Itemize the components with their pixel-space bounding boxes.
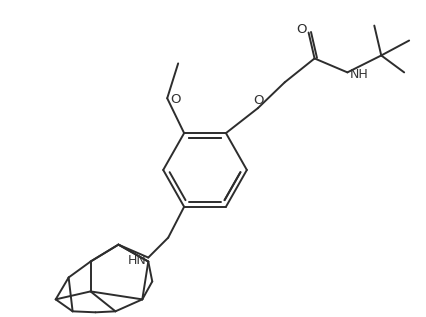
Text: O: O xyxy=(253,94,263,107)
Text: O: O xyxy=(170,93,180,106)
Text: NH: NH xyxy=(348,68,367,81)
Text: O: O xyxy=(296,23,306,36)
Text: HN: HN xyxy=(127,254,146,267)
